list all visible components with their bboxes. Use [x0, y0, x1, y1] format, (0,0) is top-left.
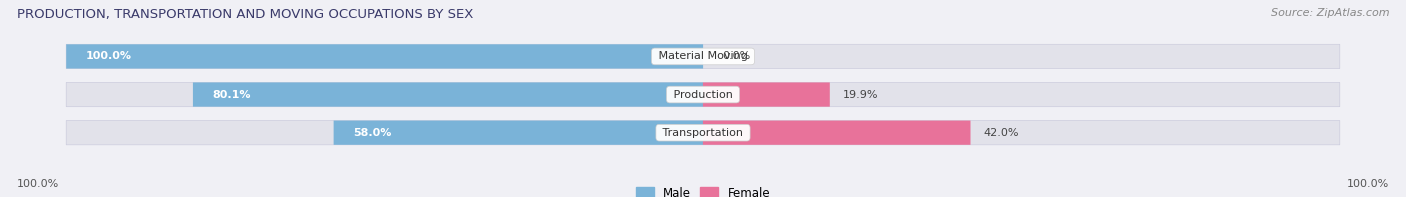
FancyBboxPatch shape — [66, 82, 1340, 107]
Text: 100.0%: 100.0% — [1347, 179, 1389, 189]
FancyBboxPatch shape — [66, 121, 1340, 145]
FancyBboxPatch shape — [333, 121, 703, 145]
FancyBboxPatch shape — [66, 44, 703, 69]
FancyBboxPatch shape — [193, 82, 703, 107]
Text: Transportation: Transportation — [659, 128, 747, 138]
Text: Source: ZipAtlas.com: Source: ZipAtlas.com — [1271, 8, 1389, 18]
Text: Material Moving: Material Moving — [655, 51, 751, 61]
Text: Production: Production — [669, 90, 737, 99]
Text: 80.1%: 80.1% — [212, 90, 250, 99]
Text: 0.0%: 0.0% — [723, 51, 751, 61]
Text: 19.9%: 19.9% — [842, 90, 877, 99]
Text: 42.0%: 42.0% — [983, 128, 1018, 138]
FancyBboxPatch shape — [703, 121, 970, 145]
Legend: Male, Female: Male, Female — [631, 182, 775, 197]
Text: 100.0%: 100.0% — [17, 179, 59, 189]
Text: PRODUCTION, TRANSPORTATION AND MOVING OCCUPATIONS BY SEX: PRODUCTION, TRANSPORTATION AND MOVING OC… — [17, 8, 474, 21]
FancyBboxPatch shape — [703, 82, 830, 107]
Text: 100.0%: 100.0% — [86, 51, 131, 61]
FancyBboxPatch shape — [66, 44, 1340, 69]
Text: 58.0%: 58.0% — [353, 128, 391, 138]
